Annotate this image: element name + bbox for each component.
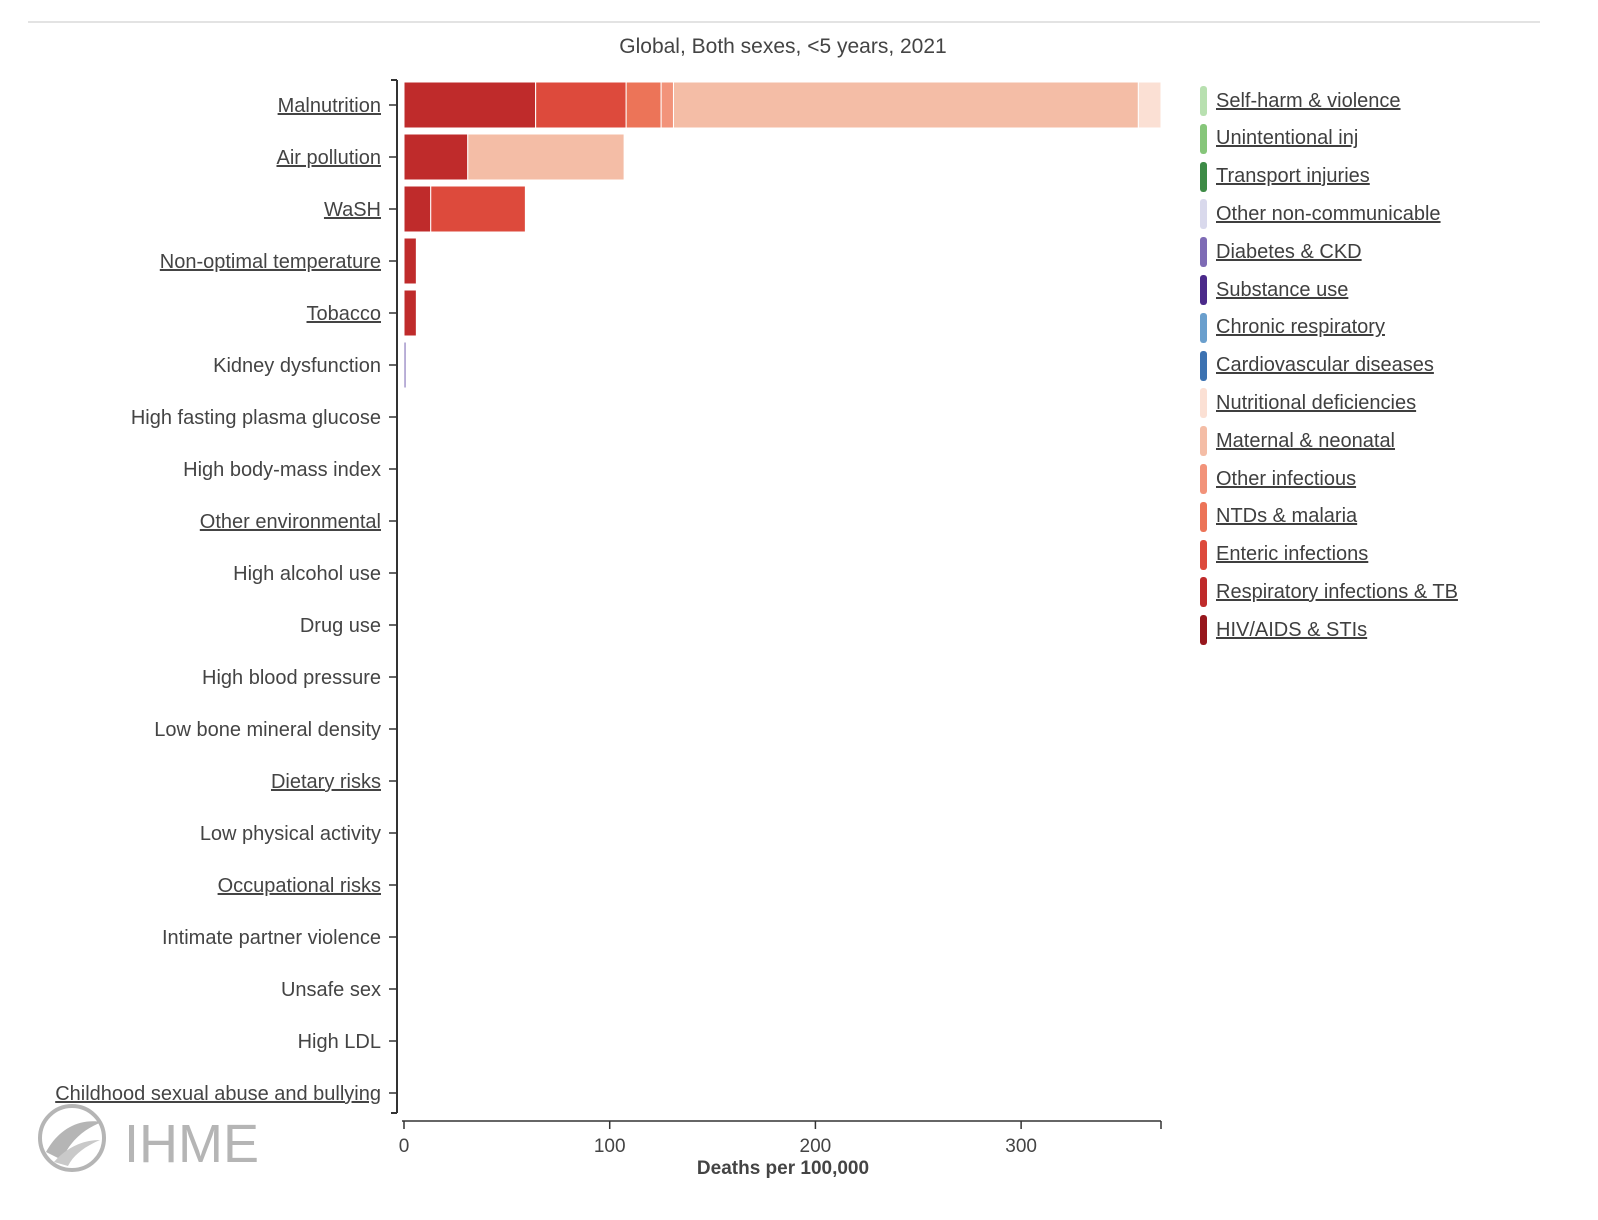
legend-label[interactable]: Self-harm & violence (1216, 89, 1401, 112)
legend-item[interactable]: Substance use (1200, 273, 1348, 307)
legend-item[interactable]: Enteric infections (1200, 538, 1368, 572)
legend-swatch (1200, 350, 1207, 381)
bar-segment (403, 81, 537, 129)
x-axis-label: Deaths per 100,000 (697, 1158, 869, 1179)
y-tick-label: Occupational risks (218, 875, 381, 897)
legend-label[interactable]: Nutritional deficiencies (1216, 391, 1417, 414)
y-tick-label: Low bone mineral density (154, 719, 381, 741)
legend-swatch (1200, 426, 1207, 457)
x-tick-label: 100 (594, 1136, 626, 1157)
legend-item[interactable]: Self-harm & violence (1200, 84, 1401, 118)
y-tick-label: Malnutrition (278, 95, 381, 117)
legend-label[interactable]: Respiratory infections & TB (1216, 580, 1458, 603)
bar-segment (625, 81, 662, 129)
legend-swatch (1200, 539, 1207, 570)
y-tick-label: WaSH (324, 199, 381, 221)
logo-text: IHME (124, 1114, 259, 1174)
bars-group (403, 81, 1162, 389)
legend-item[interactable]: Diabetes & CKD (1200, 235, 1362, 269)
x-tick-label: 200 (800, 1136, 832, 1157)
legend-label[interactable]: Unintentional inj (1216, 127, 1359, 150)
legend-swatch (1200, 388, 1207, 419)
bar-segment (403, 237, 417, 285)
y-tick-label: High body-mass index (183, 459, 381, 481)
y-tick-label: Unsafe sex (281, 979, 381, 1001)
legend-item[interactable]: Nutritional deficiencies (1200, 386, 1416, 420)
legend-swatch (1200, 199, 1207, 230)
y-tick-label: Non-optimal temperature (160, 251, 381, 273)
legend-swatch (1200, 464, 1207, 494)
x-axis: 0 100 200 300 (399, 1120, 1162, 1157)
legend-item[interactable]: Respiratory infections & TB (1200, 575, 1458, 609)
ihme-logo: IHME (36, 1100, 276, 1180)
legend-swatch (1200, 123, 1207, 154)
x-tick-label: 300 (1005, 1136, 1037, 1157)
legend-swatch (1200, 615, 1207, 646)
y-tick-label: Intimate partner violence (162, 927, 381, 949)
legend-swatch (1200, 86, 1207, 116)
y-tick-label: Drug use (300, 615, 381, 637)
bar-segment (467, 133, 625, 181)
legend-item[interactable]: NTDs & malaria (1200, 500, 1357, 534)
legend-label[interactable]: Cardiovascular diseases (1216, 354, 1434, 377)
y-tick-label: Dietary risks (271, 771, 381, 793)
legend-swatch (1200, 577, 1207, 608)
bar-segment (403, 289, 417, 337)
top-divider (28, 21, 1540, 23)
legend-label[interactable]: Enteric infections (1216, 543, 1369, 566)
legend-item[interactable]: Unintentional inj (1200, 122, 1358, 156)
legend-label[interactable]: Substance use (1216, 278, 1349, 301)
y-tick-label: Childhood sexual abuse and bullying (55, 1083, 381, 1105)
legend-label[interactable]: Other non-communicable (1216, 202, 1441, 225)
legend-label[interactable]: Other infectious (1216, 467, 1357, 490)
legend-swatch (1200, 275, 1207, 305)
legend-label[interactable]: NTDs & malaria (1216, 505, 1358, 528)
bar-segment (403, 133, 469, 181)
bar-segment (672, 81, 1139, 129)
legend-swatch (1200, 161, 1207, 192)
bar-segment (403, 341, 407, 389)
legend-item[interactable]: HIV/AIDS & STIs (1200, 613, 1367, 647)
bar-segment (1137, 81, 1162, 129)
legend-label[interactable]: Transport injuries (1216, 165, 1370, 188)
y-tick-label: High fasting plasma glucose (131, 407, 381, 429)
y-tick-label: Low physical activity (200, 823, 381, 845)
bar-segment (535, 81, 627, 129)
legend-label[interactable]: Maternal & neonatal (1216, 429, 1396, 452)
y-tick-label: High alcohol use (233, 563, 381, 585)
legend-item[interactable]: Other infectious (1200, 462, 1356, 496)
chart-title: Global, Both sexes, <5 years, 2021 (619, 35, 946, 58)
legend-item[interactable]: Other non-communicable (1200, 197, 1441, 231)
legend-swatch (1200, 237, 1207, 268)
ihme-leaf-logo-icon: IHME (38, 1104, 259, 1174)
legend-label[interactable]: HIV/AIDS & STIs (1216, 618, 1368, 641)
y-tick-label: High LDL (298, 1031, 381, 1053)
y-tick-label: Other environmental (200, 511, 381, 533)
legend-item[interactable]: Transport injuries (1200, 160, 1370, 194)
y-tick-label: High blood pressure (202, 667, 381, 689)
y-tick-label: Air pollution (276, 147, 381, 169)
bar-segment (430, 185, 526, 233)
legend-item[interactable]: Cardiovascular diseases (1200, 349, 1434, 383)
legend-item[interactable]: Maternal & neonatal (1200, 424, 1395, 458)
legend-label[interactable]: Chronic respiratory (1216, 316, 1385, 339)
y-axis: Malnutrition Air pollution WaSH Non-optimal… (55, 79, 398, 1114)
x-tick-label: 0 (399, 1136, 410, 1157)
y-tick-label: Kidney dysfunction (213, 355, 381, 377)
legend-swatch (1200, 501, 1207, 532)
legend-label[interactable]: Diabetes & CKD (1216, 240, 1362, 263)
y-tick-label: Tobacco (307, 303, 382, 325)
bar-segment (403, 185, 432, 233)
legend-item[interactable]: Chronic respiratory (1200, 311, 1385, 345)
bar-segment (660, 81, 674, 129)
legend-swatch (1200, 312, 1207, 343)
